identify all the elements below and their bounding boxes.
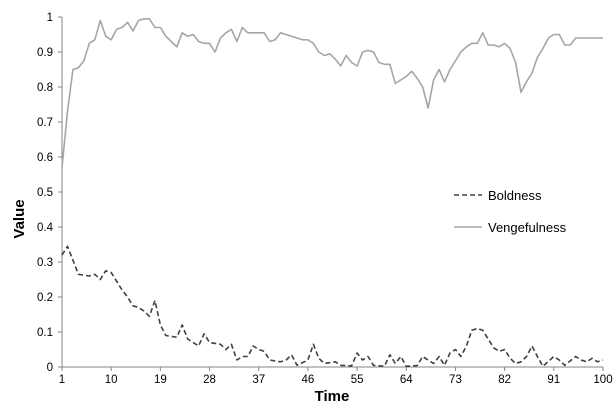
- x-tick-label: 73: [449, 374, 462, 386]
- x-tick-label: 91: [547, 374, 560, 386]
- x-axis-title: Time: [315, 388, 350, 403]
- y-axis-title: Value: [11, 199, 28, 238]
- legend-label-vengefulness: Vengefulness: [488, 220, 567, 235]
- legend: Boldness Vengefulness: [454, 188, 567, 235]
- x-tick-label: 37: [252, 374, 265, 386]
- y-tick-label: 0.3: [37, 257, 53, 269]
- x-tick-label: 46: [302, 374, 315, 386]
- y-tick-label: 0.6: [37, 152, 53, 164]
- y-tick-label: 0.7: [37, 117, 53, 129]
- x-tick-label: 55: [351, 374, 364, 386]
- y-tick-label: 0.8: [37, 82, 53, 94]
- y-tick-label: 0.4: [37, 222, 54, 234]
- series-line-vengefulness: [61, 18, 603, 168]
- y-tick-label: 0.9: [37, 47, 53, 59]
- y-tick-label: 0: [47, 362, 53, 374]
- x-tick-label: 28: [203, 374, 216, 386]
- x-tick-label: 19: [154, 374, 167, 386]
- axes: 0 0.1 0.2 0.3 0.4 0.5 0.6 0.7 0.8 0.9 1 1 10 19 28 37 46…: [37, 12, 613, 386]
- y-tick-label: 0.5: [37, 187, 53, 199]
- x-tick-label: 64: [400, 374, 413, 386]
- y-tick-label: 0.2: [37, 292, 53, 304]
- legend-label-boldness: Boldness: [488, 188, 542, 203]
- x-tick-label: 100: [593, 374, 612, 386]
- x-tick-label: 82: [498, 374, 511, 386]
- x-tick-label: 10: [105, 374, 118, 386]
- x-tick-label: 1: [59, 374, 65, 386]
- series-line-boldness: [61, 245, 604, 368]
- y-tick-label: 1: [47, 12, 53, 24]
- series-layer: [61, 18, 604, 368]
- y-tick-label: 0.1: [37, 327, 53, 339]
